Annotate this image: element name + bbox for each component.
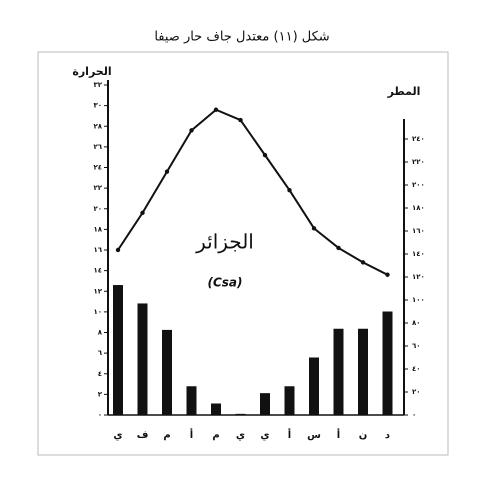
bar [309,357,319,415]
x-tick-label: أ [288,428,291,441]
y2-tick-label: ٠ [412,411,416,419]
y-tick-label: ٢٦ [93,143,102,151]
x-tick-label: م [212,430,219,441]
bar [260,393,270,415]
line-point [238,117,243,123]
y-tick-label: ٢٨ [93,122,102,130]
x-tick-label: أ [337,428,340,441]
line-point [262,152,268,158]
x-tick-label: م [163,430,170,441]
line-point [213,107,219,112]
y-tick-label: ٣٢ [93,81,102,89]
y-tick-label: ٢٠ [93,205,102,213]
x-tick-label: د [385,430,390,441]
y2-tick-label: ٢٠ [412,388,421,396]
line-point [164,169,170,174]
y-tick-label: ٣٠ [93,102,102,110]
y2-tick-label: ١٦٠ [412,227,425,235]
y-tick-label: ١٢ [93,287,102,295]
y2-tick-label: ١٨٠ [412,204,425,212]
y-tick-label: ١٦ [93,246,102,254]
y2-tick-label: ٢٤٠ [412,135,425,143]
line-point [115,247,121,253]
y-tick-label: ٦ [98,349,103,357]
x-tick-label: ي [113,430,122,441]
line-point [189,128,194,133]
y2-tick-label: ١٤٠ [412,250,425,258]
y2-tick-label: ٤٠ [412,365,421,373]
climate-code: (Csa) [207,276,242,290]
y-tick-label: ٤ [98,370,102,378]
y-tick-label: ٨ [98,329,103,337]
x-tick-label: ف [137,430,149,441]
bar [284,386,295,415]
x-tick-label: ي [260,430,269,441]
y-tick-label: ٢٤ [93,164,102,172]
bar [113,285,123,415]
chart-title: شكل (١١) معتدل جاف حار صيفا [154,30,329,45]
y-tick-label: ٠ [98,411,102,419]
frame [37,51,449,456]
bar [186,386,197,415]
x-tick-label: ي [236,430,245,441]
line [117,108,388,276]
line-point [336,245,341,251]
y-tick-label: ٢٢ [93,184,102,192]
line-point [385,272,390,277]
station-name: الجزائر [195,230,254,254]
line-point [287,187,292,193]
line-point [360,260,366,265]
y-tick-label: ١٤ [93,267,102,275]
bar [211,403,221,415]
y2-tick-label: ١٠٠ [412,296,425,304]
y-tick-label: ٢ [98,390,103,398]
y-axis-label: الحرارة [72,65,111,78]
x-tick-label: أ [190,428,193,441]
bar [162,329,172,415]
y2-tick-label: ٢٢٠ [412,158,425,166]
x-tick-label: ن [359,430,368,441]
x-tick-label: س [307,430,321,441]
y2-tick-label: ١٢٠ [412,273,425,281]
line-point [311,226,317,231]
bar [358,328,368,415]
bar [382,311,393,415]
bar [235,413,246,415]
y-tick-label: ١٨ [93,225,102,233]
bar [137,303,148,415]
y2-axis-label: المطر [387,85,421,98]
line-point [140,210,145,216]
bar [333,328,344,415]
y-tick-label: ١٠ [93,308,102,316]
y2-tick-label: ٢٠٠ [412,181,425,189]
y2-tick-label: ٨٠ [412,319,421,327]
y2-tick-label: ٦٠ [412,342,421,350]
